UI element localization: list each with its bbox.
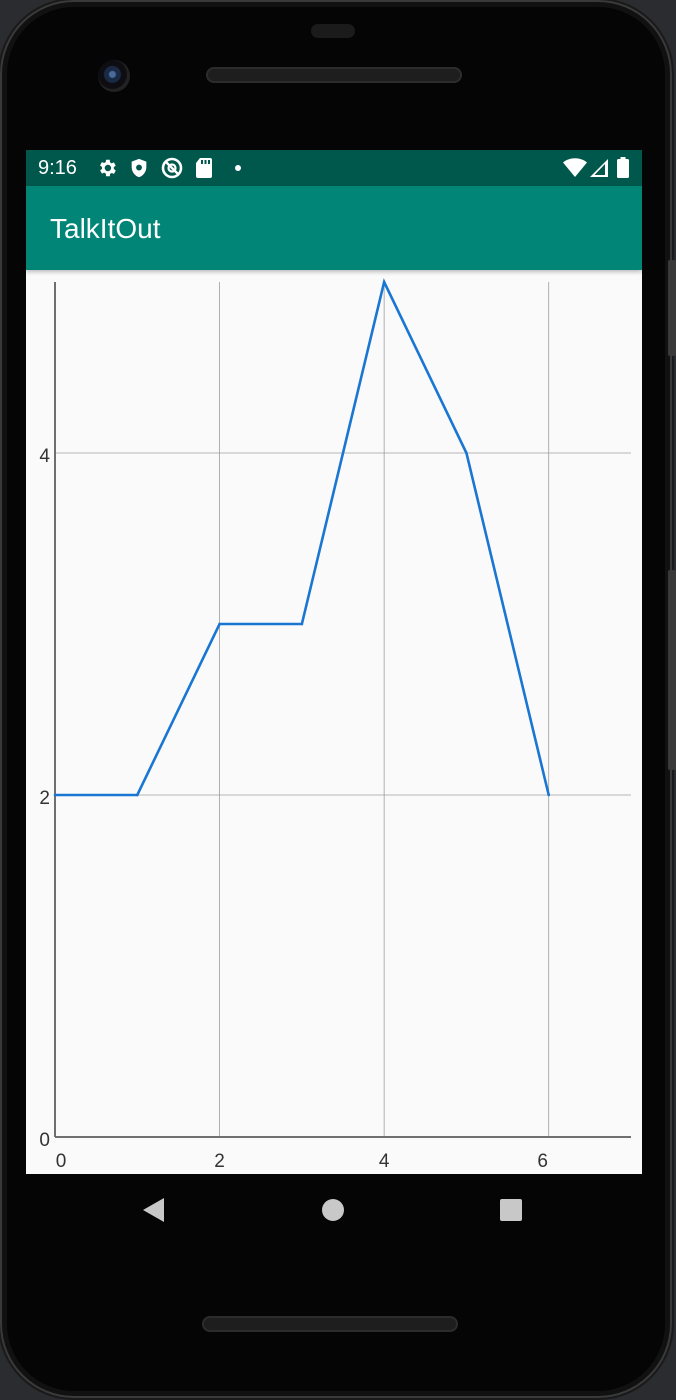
data-point <box>135 793 139 797</box>
x-tick-label: 2 <box>214 1151 225 1172</box>
power-button <box>668 260 676 356</box>
shield-icon <box>131 158 147 178</box>
back-icon[interactable] <box>140 1196 168 1224</box>
status-bar: 9:16 <box>26 150 642 186</box>
line-chart: 0 2 4 6 0 2 4 <box>39 278 631 1172</box>
app-bar: TalkItOut <box>26 186 642 270</box>
y-tick-label: 4 <box>39 446 50 467</box>
chart-area: 0 2 4 6 0 2 4 <box>26 272 642 1174</box>
data-point <box>465 451 468 455</box>
screen: 9:16 <box>26 150 642 1174</box>
gear-icon <box>100 159 116 177</box>
volume-button <box>668 570 676 770</box>
data-point <box>382 280 386 284</box>
x-tick-label: 4 <box>379 1151 390 1172</box>
earpiece-speaker <box>206 67 462 83</box>
x-tick-label: 6 <box>537 1151 548 1172</box>
sd-card-icon <box>196 158 212 178</box>
data-point <box>547 793 551 797</box>
do-not-disturb-icon <box>161 157 183 179</box>
notification-dot-icon <box>235 165 241 171</box>
recents-icon[interactable] <box>500 1199 522 1221</box>
y-tick-label: 2 <box>39 788 50 809</box>
front-camera <box>98 60 130 92</box>
sensor <box>311 24 355 38</box>
wifi-icon <box>563 158 587 177</box>
bottom-speaker <box>202 1316 458 1332</box>
data-point <box>53 793 57 797</box>
battery-icon <box>617 157 629 178</box>
data-point <box>218 622 221 626</box>
status-time: 9:16 <box>38 157 77 179</box>
data-point <box>300 622 304 626</box>
x-tick-label: 0 <box>56 1151 67 1172</box>
y-tick-label: 0 <box>39 1130 50 1151</box>
signal-icon <box>590 159 608 177</box>
home-icon[interactable] <box>321 1198 345 1222</box>
navigation-bar <box>26 1174 642 1246</box>
app-title: TalkItOut <box>50 213 161 244</box>
series-line <box>55 278 550 797</box>
